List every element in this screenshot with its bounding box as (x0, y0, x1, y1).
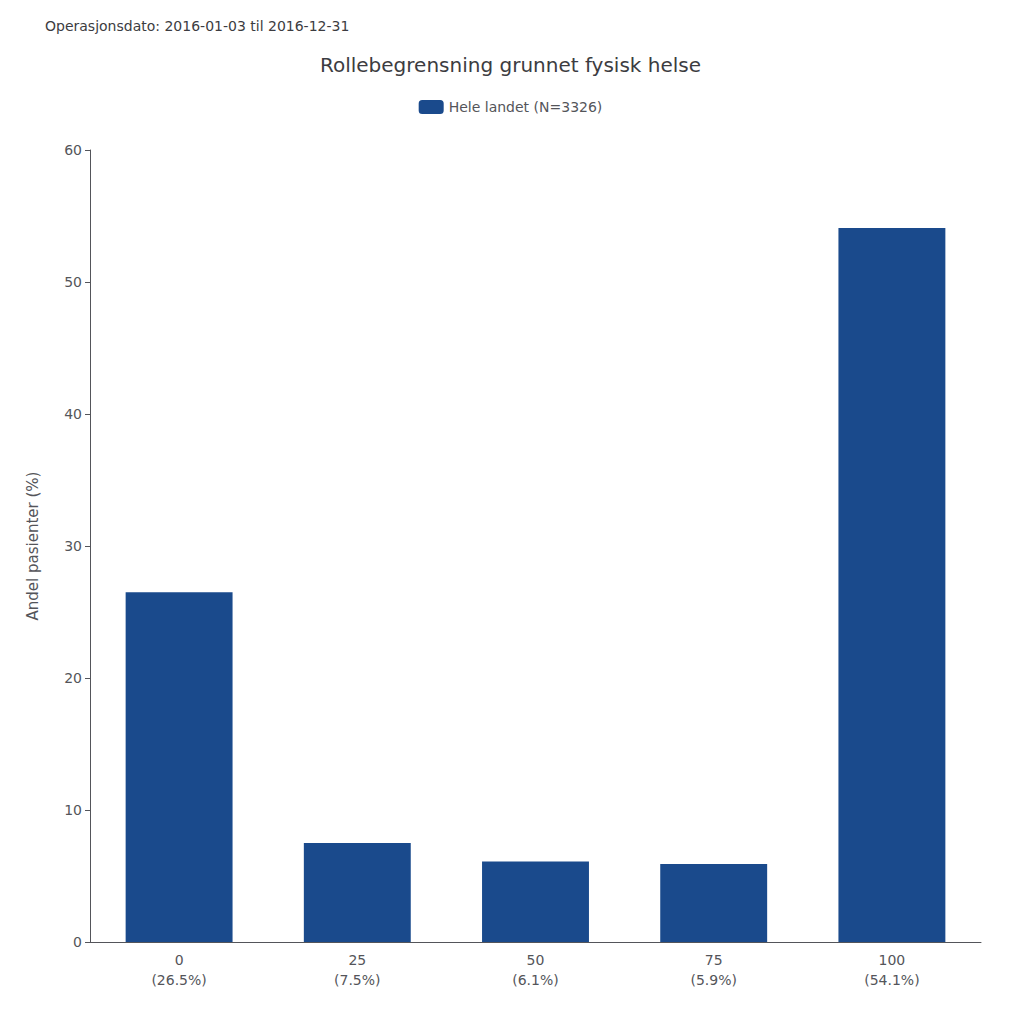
svg-text:75: 75 (705, 952, 723, 968)
svg-text:0: 0 (175, 952, 184, 968)
svg-text:Hele landet (N=3326): Hele landet (N=3326) (449, 99, 603, 115)
svg-text:50: 50 (64, 274, 82, 290)
svg-text:Rollebegrensning grunnet fysis: Rollebegrensning grunnet fysisk helse (320, 53, 701, 77)
svg-text:50: 50 (527, 952, 545, 968)
svg-text:(7.5%): (7.5%) (334, 972, 381, 988)
svg-text:40: 40 (64, 406, 82, 422)
svg-text:(6.1%): (6.1%) (512, 972, 559, 988)
svg-text:Andel pasienter (%): Andel pasienter (%) (24, 472, 42, 621)
svg-text:(26.5%): (26.5%) (151, 972, 206, 988)
svg-text:Operasjonsdato: 2016-01-03 til: Operasjonsdato: 2016-01-03 til 2016-12-3… (45, 18, 349, 34)
svg-text:60: 60 (64, 142, 82, 158)
svg-text:30: 30 (64, 538, 82, 554)
svg-text:(54.1%): (54.1%) (864, 972, 919, 988)
svg-text:10: 10 (64, 802, 82, 818)
svg-text:100: 100 (879, 952, 906, 968)
svg-text:25: 25 (348, 952, 366, 968)
svg-text:0: 0 (73, 934, 82, 950)
svg-text:20: 20 (64, 670, 82, 686)
svg-text:(5.9%): (5.9%) (690, 972, 737, 988)
